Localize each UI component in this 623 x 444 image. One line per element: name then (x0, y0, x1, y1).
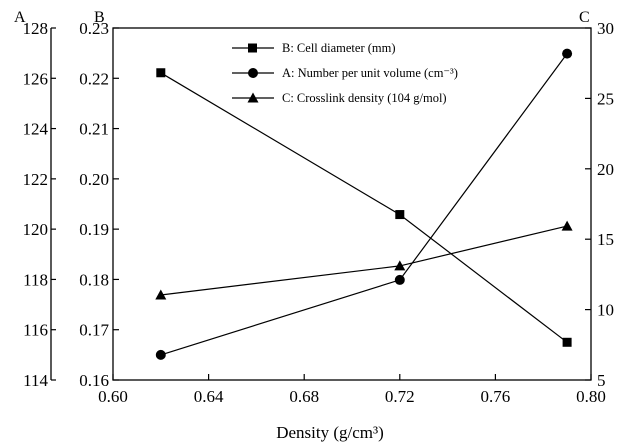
series-a-point-1 (394, 274, 405, 285)
legend: B: Cell diameter (mm) A: Number per unit… (232, 41, 458, 105)
a-axis-tick-label-2: 118 (23, 270, 48, 289)
series-b-line (160, 72, 568, 343)
x-axis-tick-label-5: 0.80 (576, 387, 606, 406)
b-axis-tick-label-7: 0.23 (79, 19, 109, 38)
x-axis-tick-label-0: 0.60 (98, 387, 128, 406)
x-axis-tick-label-3: 0.72 (385, 387, 415, 406)
c-axis-tick-label-0: 5 (597, 371, 606, 390)
a-axis-tick-label-7: 128 (23, 19, 49, 38)
axis-letter-a: A (14, 9, 26, 26)
legend-marker-circle (248, 68, 258, 78)
x-axis-tick-label-4: 0.76 (481, 387, 511, 406)
a-axis-tick-label-6: 126 (23, 69, 49, 88)
left-axis-ticks: 0.16 0.17 0.18 0.19 0.20 0.21 0.22 0.23 (79, 19, 119, 390)
series-c-point-1 (394, 260, 406, 271)
b-axis-tick-label-4: 0.20 (79, 170, 109, 189)
right-axis-ticks: 5 10 15 20 25 30 (585, 19, 614, 390)
c-axis-tick-label-2: 15 (597, 230, 614, 249)
c-axis-tick-label-1: 10 (597, 301, 614, 320)
legend-marker-triangle (247, 92, 259, 103)
series-b-point-2 (562, 337, 572, 347)
series-layer (155, 48, 573, 360)
x-axis-label: Density (g/cm³) (276, 423, 384, 442)
series-c-line (160, 225, 568, 296)
b-axis-tick-label-5: 0.21 (79, 120, 109, 139)
axis-letter-b: B (94, 9, 105, 26)
x-axis-tick-label-1: 0.64 (194, 387, 224, 406)
legend-label-a: A: Number per unit volume (cm⁻³) (282, 66, 458, 80)
a-axis-tick-label-3: 120 (23, 220, 49, 239)
b-axis-tick-label-1: 0.17 (79, 321, 109, 340)
series-a-point-2 (562, 48, 573, 59)
series-a-point-0 (155, 349, 166, 360)
legend-label-c: C: Crosslink density (104 g/mol) (282, 91, 447, 105)
a-axis-tick-label-1: 116 (23, 321, 48, 340)
series-c-point-0 (155, 289, 167, 300)
x-axis-tick-label-2: 0.68 (289, 387, 319, 406)
series-c-point-2 (561, 220, 573, 231)
x-axis-ticks: 0.60 0.64 0.68 0.72 0.76 0.80 (98, 374, 606, 406)
a-axis-tick-label-5: 124 (23, 120, 49, 139)
legend-label-b: B: Cell diameter (mm) (282, 41, 396, 55)
b-axis-tick-label-0: 0.16 (79, 371, 109, 390)
b-axis-tick-label-3: 0.19 (79, 220, 109, 239)
b-axis-tick-label-2: 0.18 (79, 270, 109, 289)
plot-frame (112, 27, 592, 381)
outer-left-axis-ticks: 114 116 118 120 122 124 126 128 (23, 19, 56, 390)
a-axis-tick-label-4: 122 (23, 170, 49, 189)
c-axis-tick-label-4: 25 (597, 89, 614, 108)
b-axis-tick-label-6: 0.22 (79, 69, 109, 88)
a-axis-tick-label-0: 114 (23, 371, 48, 390)
axis-letter-c: C (579, 9, 590, 26)
series-b-point-1 (395, 210, 405, 220)
c-axis-tick-label-5: 30 (597, 19, 614, 38)
legend-marker-square (248, 43, 257, 53)
c-axis-tick-label-3: 20 (597, 160, 614, 179)
series-b-point-0 (156, 68, 166, 78)
